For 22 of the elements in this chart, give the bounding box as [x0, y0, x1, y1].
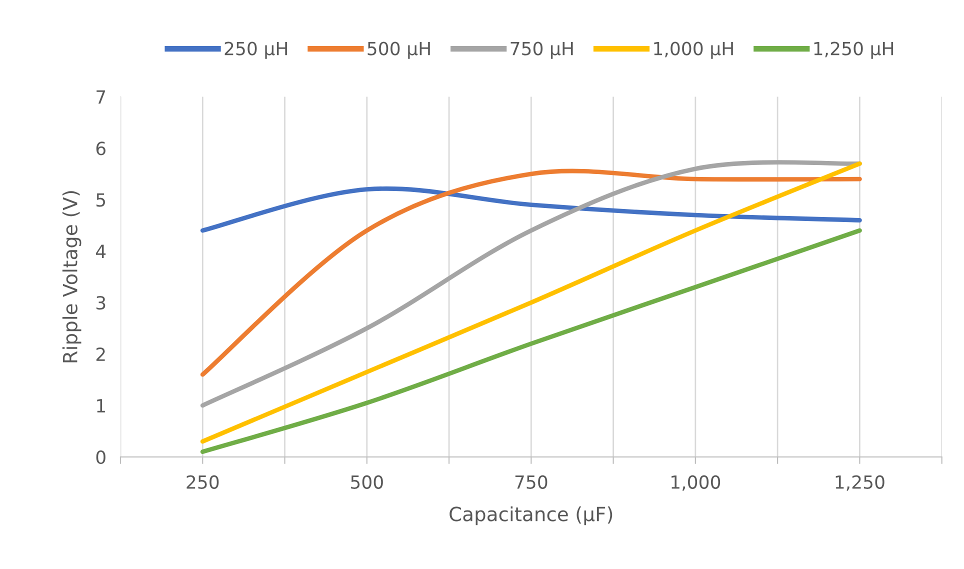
x-tick-label: 500 [351, 475, 383, 489]
legend-label: 1,000 µH [654, 42, 733, 59]
y-tick-label: 5 [96, 193, 106, 207]
legend-label: 1,250 µH [814, 42, 894, 59]
y-tick-label: 0 [96, 450, 106, 464]
y-tick-label: 1 [97, 399, 105, 412]
x-tick-label: 750 [515, 475, 548, 489]
legend-label: 750 µH [510, 42, 573, 59]
line-series [200, 186, 862, 233]
x-tick-label: 1,250 [836, 475, 884, 491]
x-tick-label: 250 [186, 475, 219, 489]
x-tick-label: 1,000 [672, 475, 720, 491]
line-series [200, 228, 862, 454]
legend-label: 250 µH [224, 42, 287, 59]
y-axis-title: Ripple Voltage (V) [62, 191, 82, 362]
y-tick-label: 7 [96, 90, 106, 104]
y-tick-label: 3 [96, 296, 106, 310]
legend-label: 500 µH [368, 42, 430, 59]
x-axis-title: Capacitance (µF) [450, 506, 612, 526]
y-tick-label: 4 [96, 244, 106, 258]
y-tick-label: 2 [96, 347, 105, 361]
y-tick-label: 6 [96, 142, 106, 156]
